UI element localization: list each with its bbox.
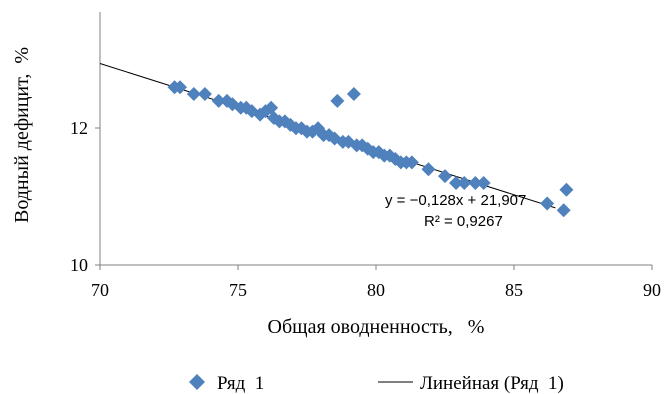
legend-label-series: Ряд 1 [217,373,264,394]
x-tick-label: 75 [229,280,247,300]
data-point [173,80,188,95]
legend-label-trendline: Линейная (Ряд 1) [420,373,564,394]
data-point [186,87,201,102]
data-point [476,175,491,190]
x-tick-label: 70 [91,280,109,300]
y-axis-title: Водный дефицит, % [11,47,33,223]
x-tick-label: 90 [643,280,661,300]
data-point [438,169,452,184]
legend-marker-diamond [189,374,205,390]
data-point [330,93,345,108]
trendline-equation: y = −0,128x + 21,907 [385,192,526,209]
data-point [211,93,226,108]
x-ticks: 70 75 80 85 90 [91,265,661,300]
y-ticks: 10 12 [70,118,100,275]
data-points [167,80,574,218]
y-tick-label: 12 [70,118,88,138]
data-point [404,155,419,170]
data-point [556,203,571,218]
x-axis-title: Общая оводненность, % [268,316,485,338]
data-point [449,175,464,190]
data-point [346,87,361,102]
data-point [468,175,483,190]
data-point [457,175,472,190]
x-tick-label: 85 [505,280,523,300]
data-point [197,87,212,102]
data-point [559,182,574,197]
data-point [264,100,279,115]
data-point [421,162,436,177]
legend: Ряд 1 Линейная (Ряд 1) [189,373,564,394]
trendline-r-squared: R² = 0,9267 [424,213,503,230]
data-point [305,124,320,139]
x-tick-label: 80 [367,280,385,300]
data-point [277,114,292,129]
y-tick-label: 10 [70,255,88,275]
data-point [540,196,555,211]
